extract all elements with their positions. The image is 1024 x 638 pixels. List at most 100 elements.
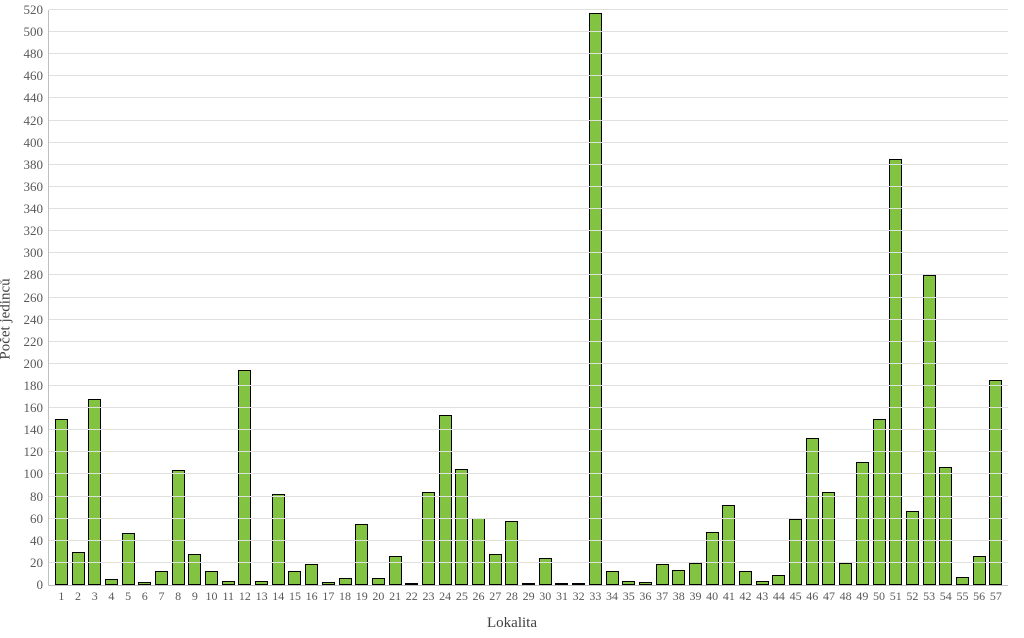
x-tick-label: 30 [539,585,551,604]
bar [906,511,919,585]
bar-slot: 11 [220,10,237,585]
bar-slot: 54 [937,10,954,585]
y-tick-label: 500 [24,24,50,40]
bar [122,533,135,585]
bar [288,571,301,585]
gridline [49,230,1008,231]
bar-slot: 21 [387,10,404,585]
x-tick-label: 7 [158,585,164,604]
x-tick-label: 50 [873,585,885,604]
x-tick-label: 56 [973,585,985,604]
bar-slot: 15 [287,10,304,585]
bar-slot: 56 [971,10,988,585]
y-tick-label: 40 [30,533,49,549]
bar [238,370,251,585]
bar [72,552,85,585]
x-tick-label: 14 [272,585,284,604]
gridline [49,562,1008,563]
bar [689,563,702,585]
y-tick-label: 380 [24,157,50,173]
gridline [49,297,1008,298]
y-tick-label: 340 [24,201,50,217]
gridline [49,319,1008,320]
x-tick-label: 12 [239,585,251,604]
gridline [49,341,1008,342]
bar [339,578,352,585]
y-tick-label: 420 [24,113,50,129]
gridline [49,186,1008,187]
bar-slot: 40 [704,10,721,585]
bar-slot: 20 [370,10,387,585]
bar [55,419,68,585]
gridline [49,53,1008,54]
gridline [49,75,1008,76]
gridline [49,97,1008,98]
y-tick-label: 300 [24,245,50,261]
bar-slot: 37 [654,10,671,585]
bar [889,159,902,585]
x-tick-label: 4 [108,585,114,604]
y-tick-label: 280 [24,267,50,283]
bar-slot: 36 [637,10,654,585]
bar-slot: 45 [787,10,804,585]
bar-slot: 55 [954,10,971,585]
y-tick-label: 440 [24,90,50,106]
bar-slot: 39 [687,10,704,585]
x-tick-label: 49 [856,585,868,604]
bar-slot: 13 [253,10,270,585]
bar-slot: 7 [153,10,170,585]
bar [939,467,952,585]
bar [439,415,452,585]
y-tick-label: 460 [24,68,50,84]
bar [372,578,385,585]
y-tick-label: 60 [30,511,49,527]
x-tick-label: 6 [142,585,148,604]
y-tick-label: 140 [24,422,50,438]
gridline [49,518,1008,519]
bar-slot: 32 [570,10,587,585]
y-tick-label: 20 [30,555,49,571]
bar-slot: 46 [804,10,821,585]
bar [455,469,468,585]
x-tick-label: 3 [92,585,98,604]
x-tick-label: 36 [639,585,651,604]
x-tick-label: 48 [840,585,852,604]
x-tick-label: 13 [256,585,268,604]
bar-slot: 9 [187,10,204,585]
x-tick-label: 38 [673,585,685,604]
x-tick-label: 22 [406,585,418,604]
bar [839,563,852,585]
bar [172,470,185,585]
bar-slot: 43 [754,10,771,585]
chart-container: Počet jedinců Lokalita 12345678910111213… [0,0,1024,638]
x-tick-label: 55 [956,585,968,604]
x-tick-label: 31 [556,585,568,604]
gridline [49,429,1008,430]
bar-slot: 16 [303,10,320,585]
y-tick-label: 320 [24,223,50,239]
x-tick-label: 28 [506,585,518,604]
bar [873,419,886,585]
bar-slot: 1 [53,10,70,585]
bar [188,554,201,585]
x-tick-label: 18 [339,585,351,604]
y-tick-label: 100 [24,466,50,482]
y-tick-label: 180 [24,378,50,394]
bar [806,438,819,585]
bar-slot: 14 [270,10,287,585]
bar-slot: 19 [353,10,370,585]
bar-slot: 30 [537,10,554,585]
bar [973,556,986,585]
bar-slot: 44 [771,10,788,585]
gridline [49,451,1008,452]
y-axis-title: Počet jedinců [0,278,15,359]
bar-slot: 23 [420,10,437,585]
y-tick-label: 400 [24,135,50,151]
gridline [49,142,1008,143]
bar-slot: 17 [320,10,337,585]
bar [355,524,368,585]
x-tick-label: 40 [706,585,718,604]
gridline [49,164,1008,165]
y-tick-label: 160 [24,400,50,416]
bar-slot: 27 [487,10,504,585]
